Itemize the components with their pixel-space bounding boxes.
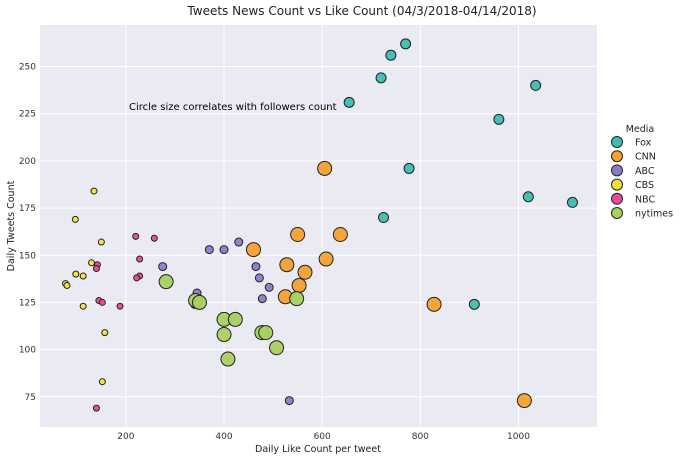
legend-label-abc: ABC <box>635 166 655 177</box>
data-point-fox <box>403 162 415 174</box>
legend-label-nbc: NBC <box>635 194 655 205</box>
x-tick-label: 1000 <box>507 432 530 442</box>
y-tick-label: 75 <box>25 393 36 403</box>
data-point-fox <box>385 49 397 61</box>
data-point-nytimes <box>227 311 243 327</box>
data-point-nytimes <box>269 340 285 356</box>
data-point-fox <box>343 96 355 108</box>
data-point-abc <box>254 273 264 283</box>
data-point-nbc <box>136 255 144 263</box>
series-abc <box>158 237 294 406</box>
y-tick-label: 150 <box>19 251 36 261</box>
data-point-fox <box>378 212 390 224</box>
x-tick-label: 800 <box>412 432 429 442</box>
data-point-cbs <box>88 259 96 267</box>
data-point-nbc <box>132 232 140 240</box>
data-point-nbc <box>133 274 141 282</box>
data-point-cbs <box>72 270 80 278</box>
data-point-cnn <box>297 264 313 280</box>
data-point-cbs <box>98 378 106 386</box>
legend-marker-abc <box>611 164 623 177</box>
data-point-nytimes <box>191 294 207 310</box>
data-point-cnn <box>332 226 348 242</box>
data-point-abc <box>284 396 294 406</box>
series-cnn <box>245 160 532 409</box>
data-point-nbc <box>98 298 106 306</box>
data-point-cnn <box>245 242 261 258</box>
data-point-cbs <box>97 238 105 246</box>
x-tick-label: 400 <box>215 432 232 442</box>
data-point-nbc <box>92 264 100 272</box>
y-tick-label: 125 <box>19 298 36 308</box>
size-annotation: Circle size correlates with followers co… <box>129 102 337 113</box>
data-point-cnn <box>279 257 295 273</box>
data-point-abc <box>219 245 229 255</box>
data-point-abc <box>251 262 261 272</box>
x-tick-label: 600 <box>314 432 331 442</box>
y-tick-label: 100 <box>19 346 36 356</box>
data-point-fox <box>468 298 480 310</box>
data-point-abc <box>264 282 274 292</box>
data-point-cnn <box>290 226 306 242</box>
y-tick-label: 200 <box>19 157 36 167</box>
legend-marker-cbs <box>611 178 623 191</box>
y-tick-label: 175 <box>19 204 36 214</box>
data-point-nytimes <box>220 351 236 367</box>
data-point-cbs <box>79 272 87 280</box>
data-point-cbs <box>79 302 87 310</box>
x-tick-labels: 200 400 600 800 1000 <box>117 432 530 442</box>
data-point-cbs <box>90 187 98 195</box>
series-fox <box>343 38 578 310</box>
data-point-cbs <box>63 281 71 289</box>
data-point-fox <box>493 113 505 125</box>
data-point-abc <box>158 262 168 272</box>
data-point-fox <box>375 72 387 84</box>
x-tick-label: 200 <box>117 432 134 442</box>
data-point-nytimes <box>289 291 305 307</box>
data-point-cbs <box>71 215 79 223</box>
y-tick-labels: 75 100 125 150 175 200 225 250 <box>19 63 36 403</box>
legend-marker-nytimes <box>611 207 623 219</box>
data-point-abc <box>257 294 267 304</box>
data-point-cnn <box>317 160 333 176</box>
data-point-cnn <box>516 393 532 409</box>
plot-area <box>40 25 597 427</box>
data-point-nytimes <box>258 325 274 341</box>
legend-label-fox: Fox <box>635 138 652 149</box>
data-point-nbc <box>92 404 100 412</box>
chart-title: Tweets News Count vs Like Count (04/3/20… <box>186 4 536 18</box>
y-tick-label: 250 <box>19 63 36 73</box>
data-point-fox <box>566 196 578 208</box>
legend-label-nytimes: nytimes <box>635 209 673 220</box>
data-point-cnn <box>426 296 442 312</box>
data-point-fox <box>400 38 412 50</box>
legend-title: Media <box>626 124 655 135</box>
series-nytimes <box>158 274 305 367</box>
data-point-nbc <box>116 302 124 310</box>
data-point-cnn <box>318 251 334 267</box>
data-point-nbc <box>150 234 158 242</box>
legend: Fox CNN ABC CBS NBC nytimes <box>611 136 673 220</box>
data-point-fox <box>522 191 534 203</box>
data-point-cbs <box>101 329 109 337</box>
legend-label-cnn: CNN <box>635 152 656 163</box>
data-point-cnn <box>291 277 307 293</box>
legend-marker-nbc <box>611 192 623 205</box>
data-points <box>62 38 578 412</box>
data-point-fox <box>530 79 542 91</box>
legend-label-cbs: CBS <box>635 180 654 191</box>
data-point-nytimes <box>216 327 232 343</box>
data-point-abc <box>234 237 244 247</box>
x-axis-label: Daily Like Count per tweet <box>255 444 381 455</box>
y-axis-label: Daily Tweets Count <box>6 180 17 271</box>
legend-marker-cnn <box>611 150 623 163</box>
series-nbc <box>92 232 158 412</box>
data-point-abc <box>204 245 214 255</box>
y-tick-label: 225 <box>19 110 36 120</box>
legend-marker-fox <box>611 136 623 148</box>
data-point-nytimes <box>158 274 174 290</box>
grid-lines <box>40 25 597 427</box>
